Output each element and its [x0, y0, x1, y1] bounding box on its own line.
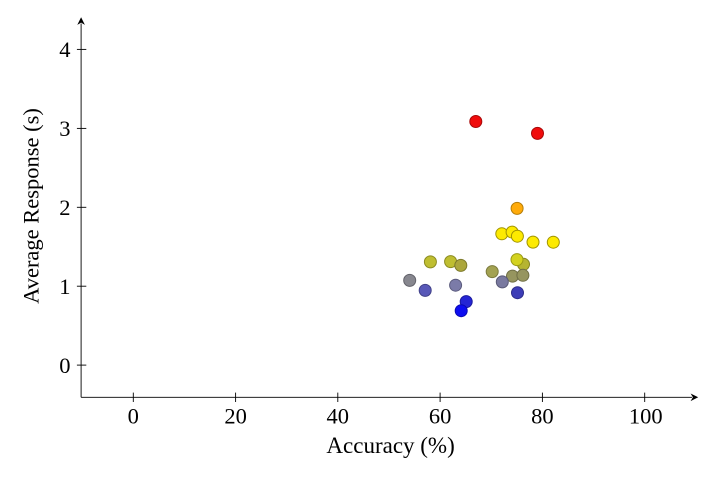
svg-text:20: 20	[224, 403, 247, 428]
svg-text:Average Response (s): Average Response (s)	[19, 108, 44, 304]
svg-text:0: 0	[59, 353, 70, 378]
svg-text:2: 2	[59, 195, 70, 220]
svg-text:Accuracy (%): Accuracy (%)	[326, 433, 454, 458]
svg-text:3: 3	[59, 116, 70, 141]
svg-text:4: 4	[59, 37, 70, 62]
svg-text:100: 100	[629, 403, 663, 428]
svg-text:60: 60	[429, 403, 452, 428]
svg-text:40: 40	[327, 403, 350, 428]
svg-text:80: 80	[531, 403, 554, 428]
svg-text:1: 1	[59, 274, 70, 299]
svg-text:0: 0	[128, 403, 139, 428]
